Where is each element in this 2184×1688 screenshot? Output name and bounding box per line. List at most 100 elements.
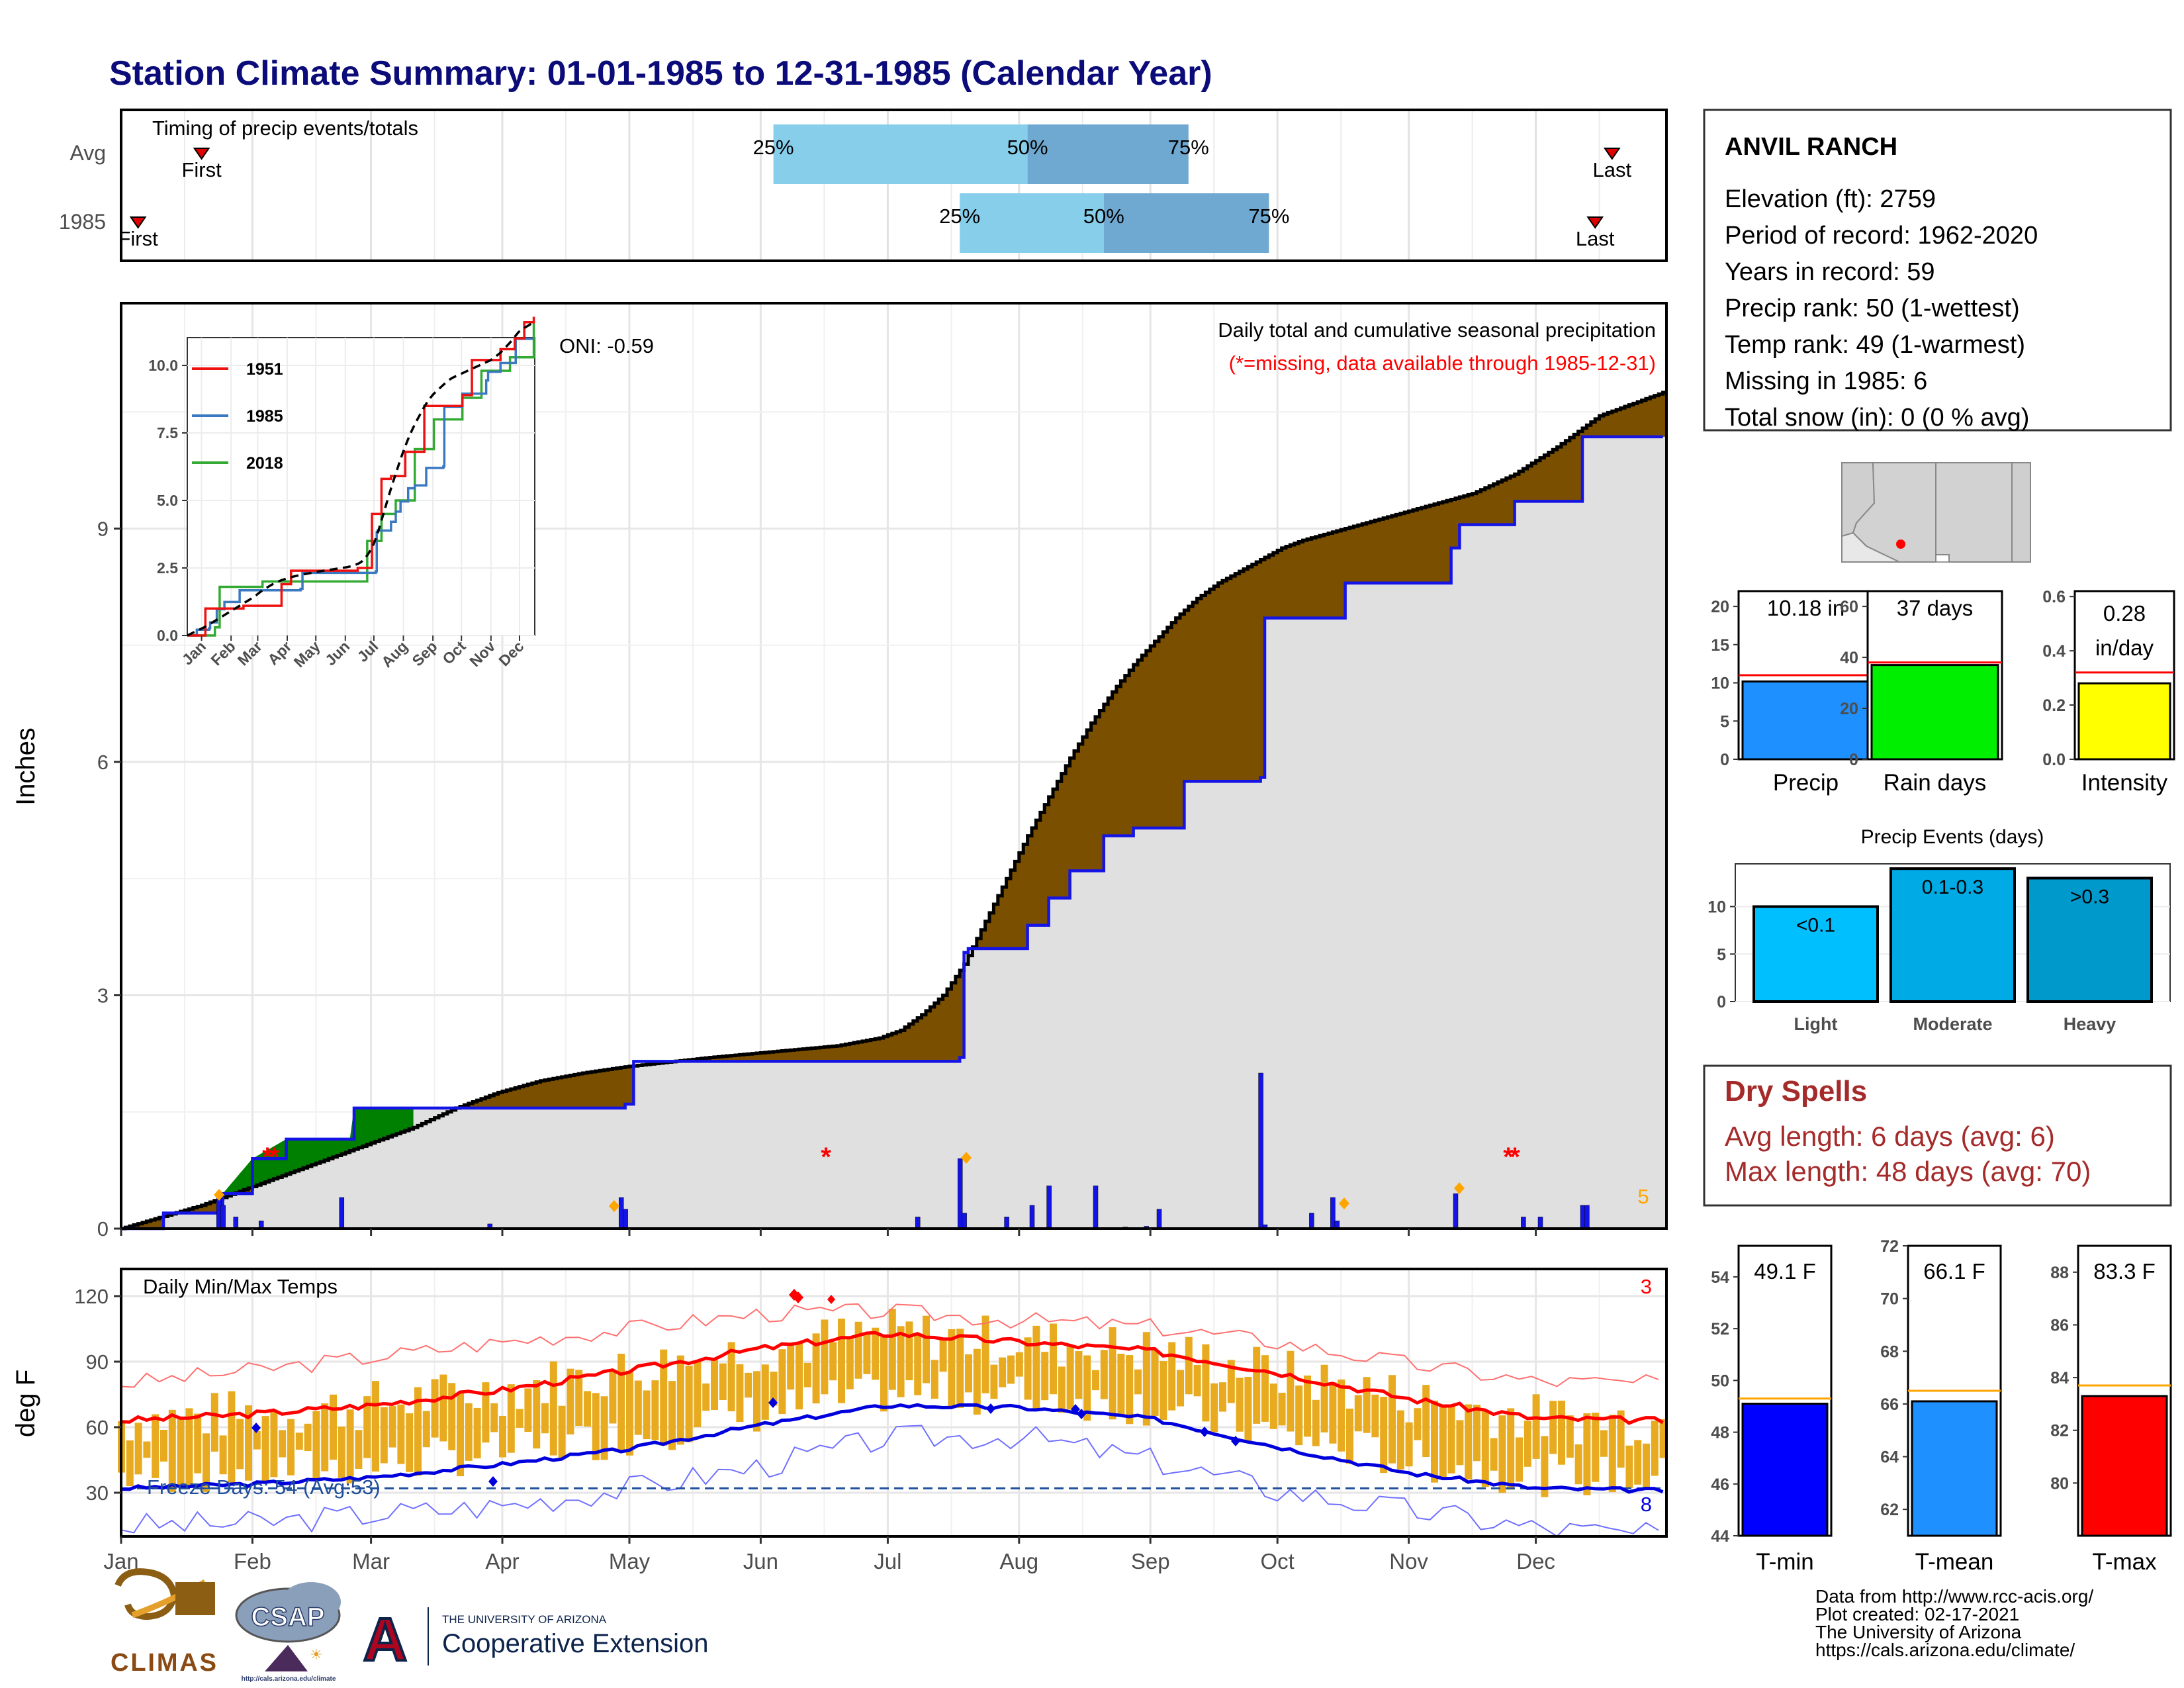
events-category-label: Moderate — [1913, 1014, 1992, 1034]
temp-summary-label: T-mean — [1915, 1549, 1994, 1575]
precip-marker — [214, 1189, 224, 1201]
ua-logo: A THE UNIVERSITY OF ARIZONA Cooperative … — [362, 1605, 709, 1675]
precip-y-label: Inches — [11, 727, 40, 806]
daily-temp-bar — [685, 1365, 693, 1442]
daily-precip-bar — [1521, 1217, 1526, 1229]
map-state-east — [2011, 462, 2031, 563]
daily-precip-bar — [957, 1158, 963, 1229]
daily-temp-bar — [1532, 1394, 1540, 1459]
timing-bar-50-75 — [1027, 124, 1189, 184]
daily-temp-bar — [1287, 1350, 1295, 1432]
summary-tick-label: 0.6 — [2042, 588, 2066, 606]
daily-temp-bar — [829, 1342, 837, 1381]
timing-triangle-marker — [1603, 148, 1621, 160]
inset-y-label: 5.0 — [157, 492, 178, 509]
inset-y-label: 7.5 — [157, 424, 178, 442]
summary-tick-label: 60 — [1840, 598, 1858, 616]
daily-temp-bar — [439, 1374, 447, 1442]
daily-temp-bar — [312, 1411, 320, 1479]
record-high-marker — [827, 1295, 835, 1304]
daily-temp-bar — [261, 1416, 269, 1482]
daily-temp-bar — [558, 1405, 566, 1460]
precip-marker — [609, 1200, 619, 1212]
events-bin-label: >0.3 — [2070, 886, 2109, 908]
summary-tick-label: 20 — [1840, 700, 1858, 718]
inset-y-label: 10.0 — [148, 357, 178, 374]
daily-temp-bar — [1295, 1385, 1303, 1446]
daily-precip-bar — [962, 1213, 967, 1229]
daily-temp-bar — [626, 1370, 633, 1456]
daily-temp-bar — [1608, 1415, 1616, 1493]
daily-precip-bar — [1584, 1205, 1590, 1229]
daily-temp-bar — [1050, 1323, 1057, 1395]
temp-summary-tick-label: 82 — [2050, 1422, 2069, 1440]
y-tick-label: 3 — [97, 984, 109, 1008]
inset-legend: 1951 1985 2018 — [192, 360, 283, 473]
timing-pct-label: 75% — [1168, 136, 1209, 159]
daily-temp-bar — [1024, 1337, 1032, 1400]
missing-marker: * — [1510, 1143, 1520, 1172]
daily-precip-bar — [1330, 1197, 1336, 1229]
summary-tick-label: 0 — [1720, 751, 1729, 769]
record-low-marker — [1231, 1436, 1240, 1446]
timing-row-1985-label: 1985 — [59, 210, 106, 234]
daily-temp-bar — [126, 1440, 134, 1487]
daily-temp-bar — [1066, 1346, 1074, 1410]
ua-small-text: THE UNIVERSITY OF ARIZONA — [442, 1613, 607, 1626]
y-tick-label: 90 — [86, 1350, 109, 1374]
missing-note: (*=missing, data available through 1985-… — [1229, 352, 1656, 375]
station-info-box: ANVIL RANCH Elevation (ft): 2759 Period … — [1703, 109, 2172, 432]
ua-letter-logo: A — [363, 1606, 407, 1673]
record-low-marker — [768, 1397, 778, 1408]
temp-summary-bar — [1741, 1403, 1829, 1537]
daily-temp-bar — [1126, 1355, 1134, 1425]
daily-temp-bar — [1422, 1385, 1430, 1458]
record-low-marker — [1071, 1404, 1080, 1415]
missing-marker: * — [269, 1143, 279, 1172]
temp-summary-tick-label: 70 — [1880, 1290, 1899, 1309]
daily-temp-bar — [549, 1361, 557, 1456]
temp-summary-tick-label: 46 — [1711, 1476, 1729, 1494]
precip-panel: * * * * * Daily total and cumulative sea… — [11, 302, 1668, 1241]
timing-panel: Timing of precip events/totals Avg 1985 … — [59, 109, 1668, 262]
daily-temp-bar — [1516, 1437, 1523, 1482]
daily-temp-bar — [219, 1435, 227, 1475]
summary-chart-2: 0.0 0.2 0.4 0.6 0.28 in/day Intensity — [2042, 588, 2175, 796]
summary-bar-charts: 0 5 10 15 20 10.18 in Precip 0 20 40 60 37 days Rain… — [1711, 588, 2175, 796]
daily-temp-bar — [228, 1391, 236, 1485]
y-tick-label: 9 — [97, 518, 109, 541]
temp-summary-tick-label: 62 — [1880, 1501, 1899, 1519]
daily-temp-bar — [905, 1321, 913, 1381]
missing-marker: * — [262, 1143, 273, 1172]
daily-temp-bar — [1346, 1408, 1353, 1464]
events-bin-label: 0.1-0.3 — [1922, 876, 1983, 898]
daily-temp-bar — [1490, 1438, 1498, 1471]
cold-count: 8 — [1641, 1493, 1652, 1516]
precip-events-title: Precip Events (days) — [1861, 826, 2044, 848]
daily-temp-bar — [965, 1354, 972, 1393]
missing-marker: * — [821, 1143, 831, 1172]
avg-max-line — [120, 1331, 1664, 1425]
inset-y-label: 2.5 — [157, 559, 178, 577]
daily-temp-bar — [1583, 1413, 1591, 1495]
events-category-label: Light — [1794, 1014, 1838, 1034]
daily-temp-bar — [973, 1348, 981, 1415]
daily-temp-bar — [796, 1342, 803, 1410]
daily-temp-bar — [1236, 1378, 1244, 1432]
inset-y-label: 0.0 — [157, 627, 178, 644]
daily-temp-bar — [304, 1423, 312, 1452]
daily-precip-bar — [1580, 1205, 1586, 1229]
summary-bar — [1870, 664, 1999, 761]
record-low-marker — [1077, 1409, 1086, 1419]
daily-temp-bar — [134, 1423, 142, 1475]
temp-summary-tick-label: 64 — [1880, 1448, 1899, 1467]
y-tick-label: 30 — [86, 1481, 109, 1505]
daily-temp-bar — [321, 1403, 329, 1472]
freeze-days-label: Freeze Days: 54 (Avg:53) — [147, 1476, 381, 1499]
temp-summary-bar — [1911, 1400, 1998, 1537]
temp-summary-tick-label: 72 — [1880, 1237, 1899, 1256]
inset-legend-label: 2018 — [246, 454, 283, 473]
daily-temp-bar — [1185, 1336, 1193, 1395]
daily-temp-bar — [1405, 1422, 1413, 1467]
daily-temp-bar — [1541, 1436, 1549, 1497]
